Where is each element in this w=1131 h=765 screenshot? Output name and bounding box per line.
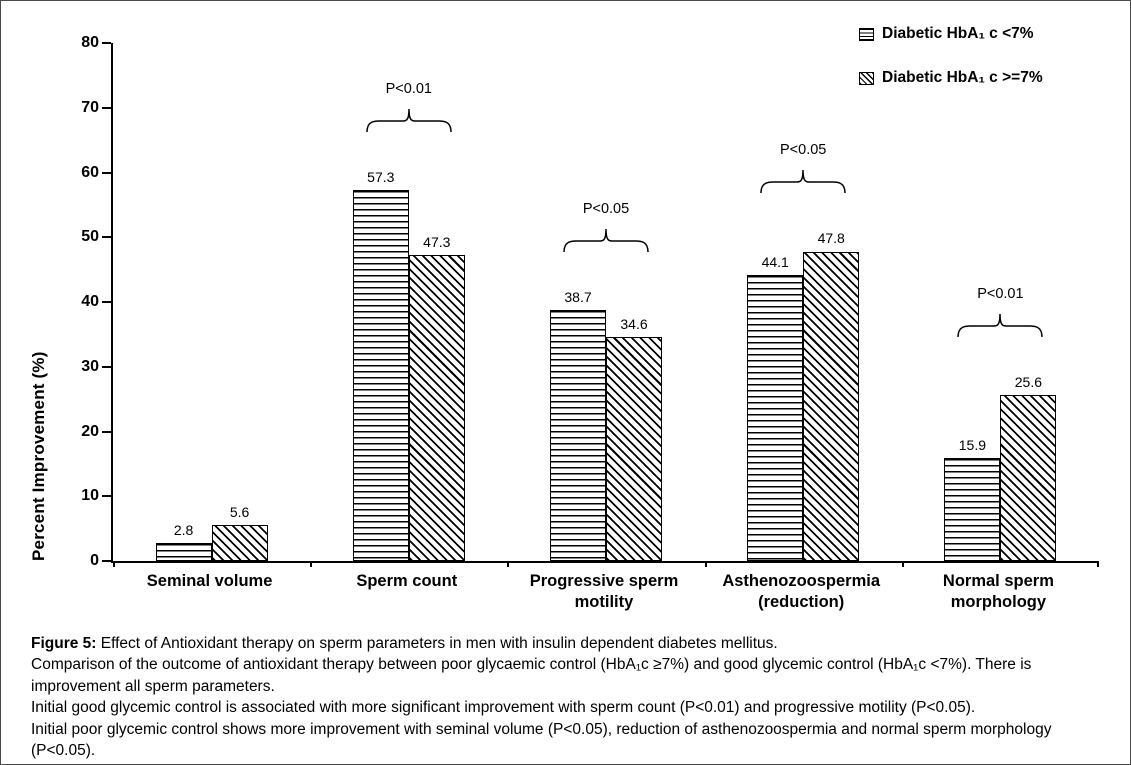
bar — [944, 458, 1001, 561]
bar — [550, 310, 606, 561]
significance-brace — [563, 229, 649, 253]
y-tick-label: 50 — [81, 228, 99, 246]
x-tick-mark — [507, 561, 510, 567]
caption-line: Comparison of the outcome of antioxidant… — [31, 656, 1032, 695]
category-label: Asthenozoospermia (reduction) — [722, 572, 881, 611]
legend-entry: Diabetic HbA₁ c >=7% — [859, 69, 1043, 87]
y-tick-mark — [102, 236, 111, 239]
y-tick-mark — [102, 430, 111, 433]
bar-value-label: 2.8 — [173, 521, 194, 538]
bar — [155, 542, 212, 561]
bar-value-label: 15.9 — [958, 437, 987, 454]
x-tick-mark — [310, 561, 313, 567]
bar-value-label: 47.3 — [423, 233, 451, 250]
bar — [211, 524, 268, 561]
x-tick-mark — [704, 561, 707, 567]
x-tick-mark — [1097, 561, 1099, 567]
caption-heading: Figure 5: Effect of Antioxidant therapy … — [31, 633, 1103, 654]
caption-heading-text: Effect of Antioxidant therapy on sperm p… — [96, 635, 778, 652]
bar — [352, 189, 409, 561]
bar — [408, 254, 465, 561]
bar — [1000, 395, 1057, 561]
caption-figure-number: Figure 5: — [31, 635, 97, 652]
bar — [747, 275, 804, 561]
legend: Diabetic HbA₁ c <7% Diabetic HbA₁ c >=7% — [859, 25, 1043, 113]
y-tick-mark — [102, 106, 111, 109]
legend-label: Diabetic HbA₁ c <7% — [882, 25, 1034, 42]
significance-brace — [366, 108, 452, 133]
y-tick-label: 30 — [81, 357, 99, 375]
category-label: Sperm count — [356, 572, 458, 590]
p-value-label: P<0.05 — [582, 201, 630, 218]
category-label: Normal sperm morphology — [942, 572, 1054, 611]
bar-chart: Percent Improvement (%) 2.8 5.6 57.3 47.3 38… — [1, 1, 1130, 623]
p-value-label: P<0.01 — [385, 80, 432, 97]
category-label: Progressive sperm motility — [529, 572, 679, 611]
p-value-label: P<0.01 — [977, 286, 1024, 303]
bar-value-label: 34.6 — [620, 315, 648, 332]
y-tick-mark — [102, 560, 111, 562]
legend-label: Diabetic HbA₁ c >=7% — [882, 69, 1043, 86]
y-tick-mark — [102, 42, 111, 44]
y-tick-label: 70 — [81, 98, 99, 116]
y-tick-label: 60 — [81, 163, 99, 181]
p-value-label: P<0.05 — [780, 142, 827, 159]
bar-value-label: 5.6 — [229, 503, 250, 520]
category-label: Seminal volume — [146, 572, 273, 590]
y-tick-label: 0 — [90, 552, 99, 569]
bar — [803, 251, 860, 561]
bar-value-label: 57.3 — [367, 168, 395, 185]
x-tick-mark — [901, 561, 904, 567]
y-tick-mark — [102, 365, 111, 368]
y-tick-label: 10 — [81, 487, 99, 505]
bar-value-label: 38.7 — [564, 289, 592, 306]
figure-caption: Figure 5: Effect of Antioxidant therapy … — [31, 633, 1103, 761]
bar-value-label: 47.8 — [817, 230, 845, 247]
y-tick-mark — [102, 495, 111, 498]
x-tick-mark — [113, 561, 115, 567]
significance-brace — [957, 314, 1044, 338]
caption-line: Initial poor glycemic control shows more… — [31, 720, 1052, 759]
plot-area: 2.8 5.6 57.3 47.3 38.7 34.6 44.1 47.8 15.9 25.6 P<… — [111, 43, 1099, 567]
y-tick-mark — [102, 301, 111, 303]
bar — [606, 336, 662, 561]
significance-brace — [760, 170, 846, 194]
y-tick-mark — [102, 171, 111, 174]
bar-value-label: 25.6 — [1014, 374, 1043, 391]
legend-entry: Diabetic HbA₁ c <7% — [859, 25, 1043, 43]
legend-swatch-horizontal-icon — [859, 27, 874, 41]
y-tick-label: 80 — [81, 34, 99, 51]
y-tick-label: 40 — [81, 293, 99, 310]
bar-value-label: 44.1 — [761, 254, 789, 271]
y-tick-label: 20 — [81, 422, 99, 440]
caption-line: Initial good glycemic control is associa… — [31, 699, 976, 717]
legend-swatch-diagonal-icon — [859, 71, 874, 85]
